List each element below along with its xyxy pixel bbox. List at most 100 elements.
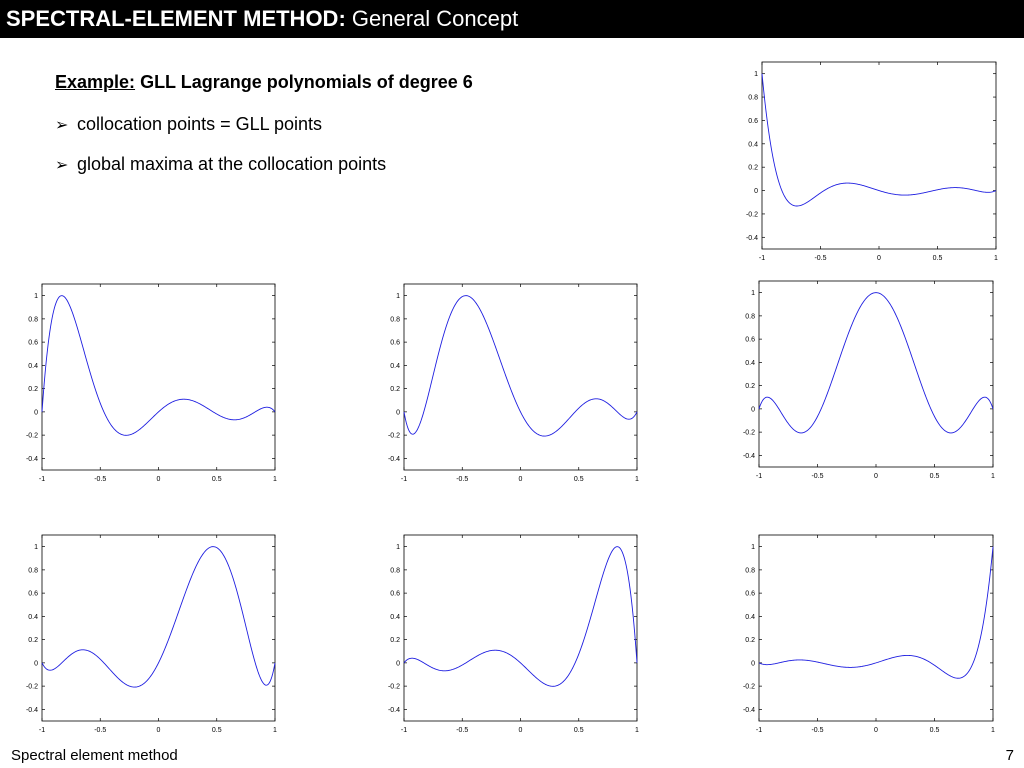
series-line [758, 546, 994, 679]
y-tick-label: 1 [751, 290, 755, 297]
y-tick-label: 0.4 [28, 363, 38, 370]
x-tick-label: 1 [991, 727, 995, 734]
y-tick-label: 0.2 [390, 637, 400, 644]
y-tick-label: -0.2 [388, 684, 400, 691]
series-line [41, 546, 276, 688]
series-line [758, 292, 994, 434]
y-tick-label: -0.4 [26, 456, 38, 463]
x-tick-label: -1 [401, 727, 407, 734]
lagrange-plot-5: -1 -0.5 0 0.5 1 -0.4 -0.2 0 0.2 0.4 0.6 0.8 1 [388, 534, 639, 734]
plot-frame [758, 534, 994, 722]
x-tick-label: -1 [39, 476, 45, 483]
x-tick-label: -1 [401, 476, 407, 483]
x-tick-label: 1 [635, 476, 639, 483]
series-line [41, 295, 276, 436]
x-tick-label: -0.5 [811, 473, 823, 480]
x-tick-label: 0.5 [212, 727, 222, 734]
arrow-bullet-icon: ➢ [55, 117, 69, 134]
y-tick-label: -0.4 [746, 235, 758, 242]
x-tick-label: 0 [874, 727, 878, 734]
series-line [761, 73, 997, 207]
y-tick-label: 0.4 [390, 363, 400, 370]
x-tick-label: -0.5 [814, 255, 826, 262]
y-tick-label: 0.8 [748, 95, 758, 102]
x-tick-label: 1 [273, 727, 277, 734]
y-tick-label: 0.2 [745, 383, 755, 390]
x-tick-label: 0 [157, 727, 161, 734]
x-tick-label: -1 [756, 727, 762, 734]
y-tick-label: 0.8 [745, 313, 755, 320]
y-tick-label: 0.6 [748, 118, 758, 125]
plot-frame [403, 534, 638, 722]
y-tick-label: -0.2 [26, 433, 38, 440]
y-tick-label: 0.6 [28, 340, 38, 347]
x-tick-label: -1 [756, 473, 762, 480]
x-tick-label: 0 [874, 473, 878, 480]
x-tick-label: 1 [994, 255, 998, 262]
arrow-bullet-icon: ➢ [55, 157, 69, 174]
page-number: 7 [1005, 747, 1014, 764]
y-tick-label: 0 [396, 660, 400, 667]
plot-frame [41, 283, 276, 471]
x-tick-label: 0.5 [212, 476, 222, 483]
lagrange-plot-1: -1 -0.5 0 0.5 1 -0.4 -0.2 0 0.2 0.4 0.6 0.8 1 [26, 283, 277, 483]
x-tick-label: 0 [157, 476, 161, 483]
y-tick-label: -0.4 [388, 456, 400, 463]
y-tick-label: 0.2 [745, 637, 755, 644]
y-tick-label: -0.4 [743, 707, 755, 714]
y-tick-label: 1 [396, 293, 400, 300]
x-tick-label: 0.5 [933, 255, 943, 262]
y-tick-label: -0.4 [388, 707, 400, 714]
x-tick-label: -0.5 [94, 476, 106, 483]
y-tick-label: 1 [34, 293, 38, 300]
y-tick-label: 0 [754, 188, 758, 195]
y-tick-label: 1 [396, 544, 400, 551]
y-tick-label: 0.6 [390, 340, 400, 347]
y-tick-label: 0.4 [390, 614, 400, 621]
y-tick-label: 1 [754, 71, 758, 78]
x-tick-label: -0.5 [811, 727, 823, 734]
bullet-text: collocation points = GLL points [77, 114, 322, 134]
y-tick-label: 0 [34, 409, 38, 416]
x-tick-label: -1 [39, 727, 45, 734]
slide-title-rest: General Concept [351, 6, 519, 31]
example-label: Example: [55, 72, 136, 92]
x-tick-label: 1 [273, 476, 277, 483]
x-tick-label: 0 [519, 476, 523, 483]
y-tick-label: -0.4 [26, 707, 38, 714]
y-tick-label: 0.6 [28, 591, 38, 598]
y-tick-label: 0 [751, 660, 755, 667]
plot-frame [758, 280, 994, 468]
lagrange-plot-6: -1 -0.5 0 0.5 1 -0.4 -0.2 0 0.2 0.4 0.6 0.8 1 [743, 534, 995, 734]
y-tick-label: 0.8 [390, 316, 400, 323]
y-tick-label: 0 [751, 406, 755, 413]
slide-title-bold: SPECTRAL-ELEMENT METHOD: [6, 6, 346, 31]
y-tick-label: 1 [34, 544, 38, 551]
y-tick-label: 0.8 [390, 567, 400, 574]
x-tick-label: -0.5 [94, 727, 106, 734]
plot-frame [41, 534, 276, 722]
y-tick-label: -0.2 [388, 433, 400, 440]
x-tick-label: -0.5 [456, 727, 468, 734]
y-tick-label: -0.2 [26, 684, 38, 691]
y-tick-label: 0 [34, 660, 38, 667]
plot-frame [403, 283, 638, 471]
y-tick-label: 0.4 [748, 141, 758, 148]
series-line [403, 546, 638, 687]
example-text: GLL Lagrange polynomials of degree 6 [140, 72, 473, 92]
y-tick-label: 0.6 [745, 337, 755, 344]
bullet-item: ➢ global maxima at the collocation points [55, 154, 386, 175]
y-tick-label: -0.2 [743, 430, 755, 437]
x-tick-label: 0.5 [930, 727, 940, 734]
y-tick-label: -0.4 [743, 453, 755, 460]
y-tick-label: 0.8 [28, 316, 38, 323]
x-tick-label: -1 [759, 255, 765, 262]
bullet-text: global maxima at the collocation points [77, 154, 387, 174]
y-tick-label: 0.2 [28, 386, 38, 393]
title-bar: SPECTRAL-ELEMENT METHOD: General Concept [0, 0, 1024, 38]
y-tick-label: -0.2 [743, 684, 755, 691]
y-tick-label: 0.4 [28, 614, 38, 621]
y-tick-label: 0 [396, 409, 400, 416]
x-tick-label: 0.5 [930, 473, 940, 480]
